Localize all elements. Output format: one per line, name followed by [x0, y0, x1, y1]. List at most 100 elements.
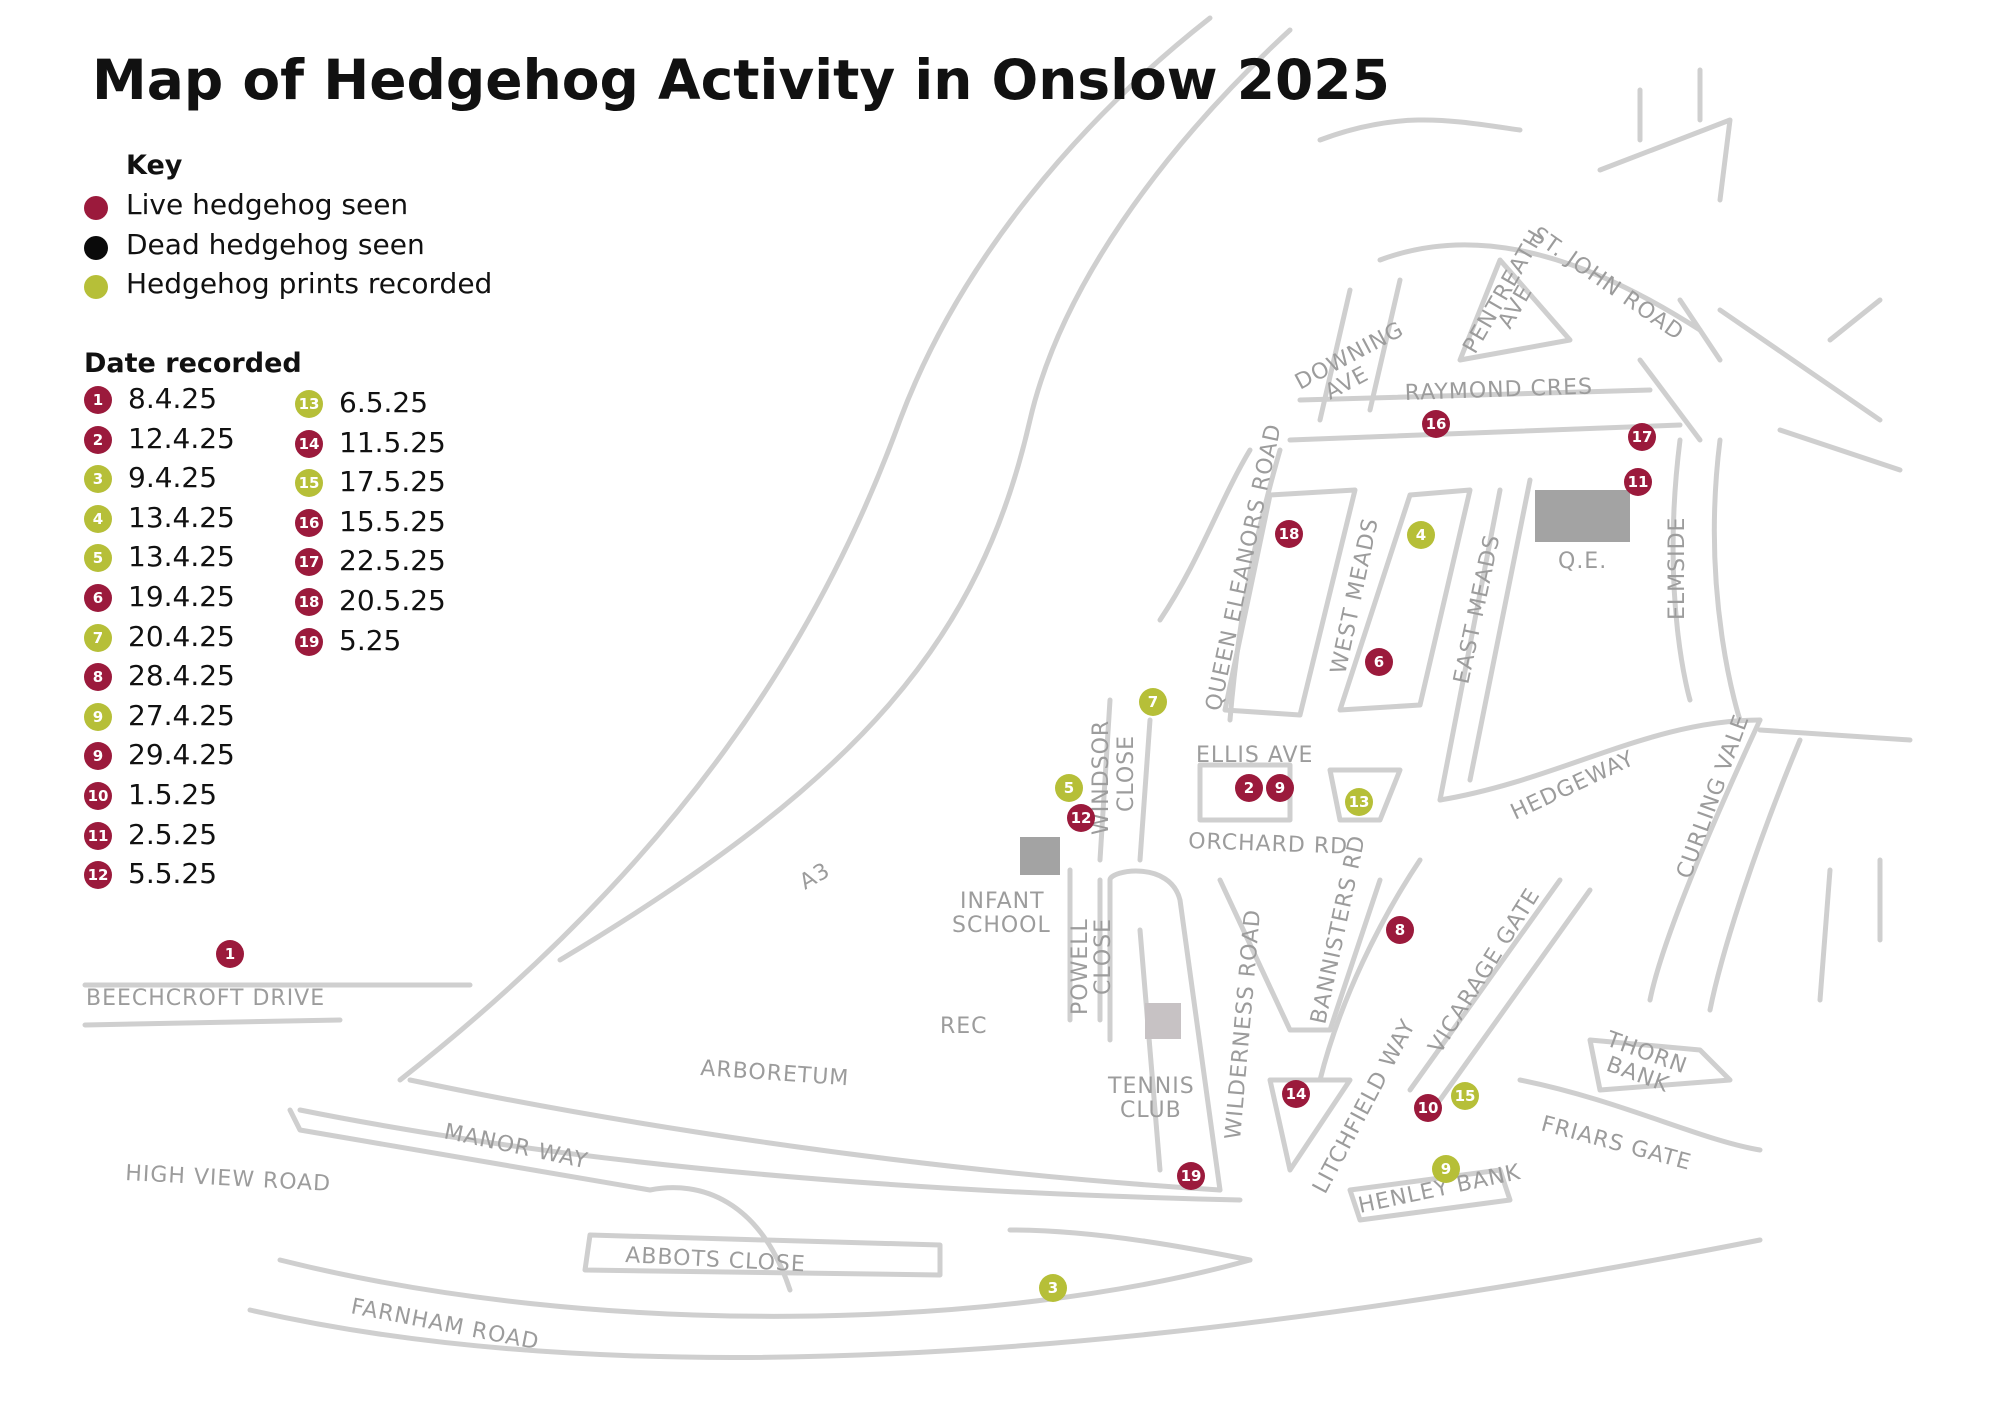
litchfield-triangle — [1267, 1077, 1353, 1173]
label-elmside: ELMSIDE — [1665, 517, 1690, 620]
sighting-marker-7: 7 — [1139, 688, 1167, 716]
marker-dot — [1139, 688, 1167, 716]
number-badge: 3 — [84, 465, 112, 494]
number-badge: 13 — [295, 390, 323, 418]
raymond-cres — [1287, 422, 1683, 443]
label-club: CLUB — [1120, 1098, 1182, 1123]
date-label: 28.4.25 — [128, 659, 235, 693]
marker-dot — [1055, 774, 1083, 802]
sighting-marker-17: 17 — [1628, 423, 1656, 451]
label-raymond: RAYMOND CRES — [1404, 374, 1593, 406]
label-orchard: ORCHARD RD — [1188, 829, 1349, 860]
label-school: SCHOOL — [952, 913, 1051, 938]
sighting-marker-8: 8 — [1386, 916, 1414, 944]
sighting-marker-13: 13 — [1345, 788, 1373, 816]
tennis-club-building — [1145, 1003, 1181, 1039]
friars-gate — [1517, 1077, 1763, 1153]
marker-dot — [1266, 774, 1294, 802]
marker-number: 6 — [1374, 653, 1384, 671]
label-wilderness: WILDERNESS ROAD — [1221, 908, 1266, 1140]
sighting-marker-18: 18 — [1275, 520, 1303, 548]
marker-dot — [1039, 1274, 1067, 1302]
marker-dot — [1177, 1162, 1205, 1190]
dates-title: Date recorded — [84, 348, 302, 379]
thorn-bank — [1587, 1037, 1733, 1093]
marker-number: 11 — [1628, 473, 1649, 491]
sighting-marker-5: 5 — [1055, 774, 1083, 802]
map-title: Map of Hedgehog Activity in Onslow 2025 — [92, 48, 1390, 112]
number-badge: 16 — [295, 508, 323, 537]
ellis-orchard-block — [1197, 762, 1293, 823]
marker-dot — [1451, 1082, 1479, 1110]
date-label: 6.5.25 — [339, 386, 429, 419]
sighting-marker-14: 14 — [1282, 1080, 1310, 1108]
label-a3: A3 — [796, 858, 835, 895]
date-label: 29.4.25 — [128, 738, 235, 772]
date-label: 19.4.25 — [128, 580, 235, 613]
sighting-marker-9: 9 — [1432, 1155, 1460, 1183]
number-badge: 2 — [84, 425, 112, 454]
number-badge: 10 — [84, 782, 112, 810]
marker-dot — [1432, 1155, 1460, 1183]
sighting-marker-6: 6 — [1365, 648, 1393, 676]
date-label: 20.5.25 — [339, 584, 446, 617]
date-label: 13.4.25 — [128, 500, 235, 534]
number-badge: 9 — [84, 742, 112, 771]
east-meads-block — [1337, 487, 1473, 713]
date-label: 5.25 — [339, 623, 402, 657]
marker-number: 1 — [225, 945, 235, 963]
bannisters-road — [1217, 877, 1383, 1033]
marker-number: 15 — [1455, 1087, 1476, 1105]
number-badge: 6 — [84, 584, 112, 612]
sighting-marker-19: 19 — [1177, 1162, 1205, 1190]
marker-number: 16 — [1426, 415, 1447, 433]
date-label: 13.4.25 — [128, 540, 235, 574]
key-title: Key — [126, 150, 183, 181]
marker-dot — [1275, 520, 1303, 548]
a3-road-inner — [557, 27, 1293, 963]
key-label-dead: Dead hedgehog seen — [126, 228, 425, 261]
vicarage-gate — [1407, 877, 1593, 1103]
label-east-meads: EAST MEADS — [1449, 532, 1505, 686]
label-tennis: TENNIS — [1107, 1074, 1195, 1099]
marker-number: 5 — [1064, 779, 1074, 797]
number-badge: 4 — [84, 504, 112, 533]
number-badge: 8 — [84, 663, 112, 692]
marker-number: 2 — [1244, 779, 1254, 797]
label-windsor-close: CLOSE — [1114, 735, 1139, 812]
marker-number: 12 — [1071, 809, 1092, 827]
label-vicarage: VICARAGE GATE — [1424, 884, 1546, 1058]
dead-dot-icon — [84, 236, 108, 260]
live-dot-icon — [84, 196, 108, 220]
elmside-road — [1670, 437, 1693, 703]
label-qe: Q.E. — [1558, 549, 1607, 574]
farnham-road — [277, 1257, 1253, 1319]
label-infant: INFANT — [960, 889, 1045, 914]
date-label: 15.5.25 — [339, 504, 446, 538]
number-badge: 19 — [295, 627, 323, 656]
marker-dot — [1624, 468, 1652, 496]
sighting-marker-4: 4 — [1407, 521, 1435, 549]
date-label: 11.5.25 — [339, 425, 446, 459]
sighting-marker-16: 16 — [1422, 410, 1450, 438]
number-badge: 11 — [84, 821, 112, 850]
marker-dot — [1235, 774, 1263, 802]
number-badge: 12 — [84, 861, 112, 890]
label-powell-close: CLOSE — [1091, 918, 1116, 995]
sighting-marker-2: 2 — [1235, 774, 1263, 802]
marker-number: 13 — [1349, 793, 1370, 811]
marker-dot — [1628, 423, 1656, 451]
key-label-live: Live hedgehog seen — [126, 188, 409, 221]
date-label: 17.5.25 — [339, 465, 446, 499]
marker-dot — [1365, 648, 1393, 676]
marker-dot — [1422, 410, 1450, 438]
west-meads-block — [1222, 487, 1358, 718]
number-badge: 14 — [295, 429, 323, 458]
label-beechcroft: BEECHCROFT DRIVE — [86, 986, 325, 1011]
number-badge: 9 — [84, 702, 112, 731]
sighting-marker-3: 3 — [1039, 1274, 1067, 1302]
curling-vale — [1647, 717, 1763, 1003]
key-label-prints: Hedgehog prints recorded — [126, 267, 493, 300]
